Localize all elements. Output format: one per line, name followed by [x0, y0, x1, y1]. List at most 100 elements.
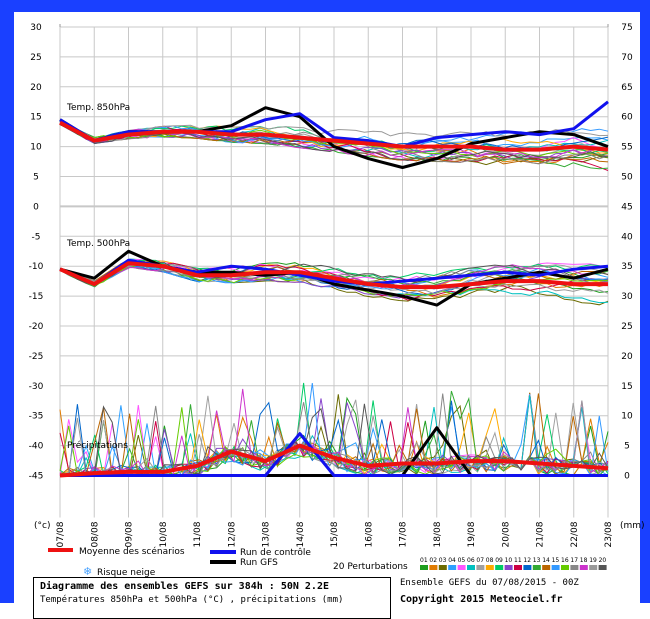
perturbation-swatch [589, 565, 598, 570]
perturbation-swatch [467, 565, 475, 570]
x-tick-label: 15/08 [330, 521, 340, 547]
perturbation-swatch [514, 565, 522, 570]
x-axis-ticks: 07/08 08/08 09/08 10/08 11/08 12/08 13/08 14/08… [56, 521, 614, 547]
y-tick-left: 0 [33, 202, 39, 212]
panel-label-precip: Précipitations [67, 440, 128, 451]
perturbation-id: 10 [505, 557, 513, 564]
y-tick-left: 5 [33, 173, 39, 183]
y-tick-right: 0 [624, 472, 630, 482]
y-tick-right: 65 [621, 83, 632, 93]
panel-label-500: Temp. 500hPa [66, 239, 130, 249]
perturbation-swatch [532, 565, 541, 570]
legend-gfs: Run GFS [240, 558, 278, 568]
perturbation-swatch [485, 565, 494, 570]
legend-snow: Risque neige [97, 568, 156, 578]
x-tick-label: 18/08 [433, 521, 443, 547]
y-tick-left: -30 [29, 382, 44, 392]
series-line-control-precip [60, 432, 608, 477]
x-tick-label: 12/08 [227, 521, 237, 547]
y-tick-left: -20 [29, 322, 44, 332]
legend-perturbations: 20 Perturbations [333, 562, 408, 572]
perturbation-id: 03 [439, 557, 447, 564]
perturbation-swatch [542, 565, 551, 570]
perturbation-id: 14 [542, 557, 550, 564]
perturbation-id: 16 [561, 557, 569, 564]
perturbation-swatch [438, 565, 447, 570]
perturbation-swatch [476, 565, 485, 570]
perturbation-swatch [598, 565, 607, 570]
x-tick-label: 19/08 [467, 521, 477, 547]
y-tick-left: 30 [30, 23, 42, 33]
y-tick-left: -45 [29, 472, 44, 482]
x-tick-label: 10/08 [159, 521, 169, 547]
y-tick-left: 25 [30, 53, 41, 63]
legend-control: Run de contrôle [240, 547, 311, 558]
copyright: Copyright 2015 Meteociel.fr [400, 594, 563, 605]
y-tick-right: 45 [621, 202, 632, 212]
panel-label-850: Temp. 850hPa [66, 103, 130, 113]
perturbation-swatch [551, 565, 560, 570]
panel-labels: Temp. 850hPa Temp. 500hPa Précipitations [66, 103, 130, 451]
series-line-mean-t500 [59, 261, 608, 290]
y-tick-left: 15 [30, 113, 41, 123]
x-tick-label: 16/08 [364, 521, 374, 547]
series-line-gfs-t500 [59, 249, 609, 307]
diagram-info-box: Diagramme des ensembles GEFS sur 384h : … [33, 577, 391, 619]
y-tick-right: 30 [621, 292, 633, 302]
perturbation-id: 17 [570, 557, 578, 564]
y-tick-left: -25 [29, 352, 44, 362]
series-line-mean-precip [59, 443, 609, 478]
y-tick-right: 10 [621, 412, 633, 422]
y-tick-left: -15 [29, 292, 44, 302]
y-tick-right: 35 [621, 262, 632, 272]
legend-mean: Moyenne des scénarios [79, 546, 185, 557]
perturbation-id: 07 [476, 557, 484, 564]
legend: (°c) (mm) Moyenne des scénarios Run de c… [34, 521, 645, 578]
y-tick-left: -10 [29, 262, 44, 272]
perturbation-swatch [570, 565, 579, 570]
diagram-subtitle: Températures 850hPa et 500hPa (°C) , pré… [40, 595, 344, 605]
x-tick-label: 14/08 [296, 521, 306, 547]
perturbation-swatch [429, 565, 438, 570]
y-tick-right: 5 [624, 442, 630, 452]
y-tick-right: 40 [621, 232, 633, 242]
perturbation-swatches: 01 02 03 04 05 06 07 08 09 10 11 12 13 14 15 16 17 18 19 20 [420, 557, 607, 570]
x-tick-label: 22/08 [570, 521, 580, 547]
perturbation-swatch [561, 565, 569, 570]
perturbation-swatch [579, 565, 588, 570]
x-tick-label: 20/08 [501, 521, 511, 547]
perturbation-id: 20 [599, 557, 607, 564]
y-tick-right: 20 [621, 352, 633, 362]
left-axis-unit: (°c) [34, 521, 50, 531]
series-line-mean-t850 [59, 120, 609, 152]
perturbation-id: 02 [429, 557, 437, 564]
x-tick-label: 08/08 [90, 521, 100, 547]
perturbation-id: 12 [523, 557, 531, 564]
diagram-title: Diagramme des ensembles GEFS sur 384h : … [40, 581, 329, 592]
perturbation-line [59, 124, 609, 162]
y-tick-right: 75 [621, 23, 632, 33]
perturbation-id: 18 [580, 557, 588, 564]
right-axis-unit: (mm) [620, 521, 645, 531]
perturbation-swatch [457, 565, 466, 570]
y-tick-right: 25 [621, 322, 632, 332]
perturbation-id: 15 [552, 557, 560, 564]
grid [59, 24, 609, 518]
plot-area [14, 12, 640, 603]
y-tick-right: 50 [621, 173, 633, 183]
x-tick-label: 13/08 [262, 521, 272, 547]
y-tick-left: -40 [29, 442, 44, 452]
perturbation-id: 06 [467, 557, 475, 564]
y-tick-right: 55 [621, 143, 632, 153]
perturbation-id: 11 [514, 557, 522, 564]
perturbation-swatch [504, 565, 513, 570]
perturbation-swatch [495, 565, 504, 570]
x-tick-label: 11/08 [193, 521, 203, 547]
x-tick-label: 09/08 [125, 521, 135, 547]
x-tick-label: 17/08 [399, 521, 409, 547]
snowflake-icon: ❄ [83, 565, 92, 578]
perturbation-id: 09 [495, 557, 503, 564]
y-tick-left: -5 [32, 232, 41, 242]
x-tick-label: 21/08 [536, 521, 546, 547]
